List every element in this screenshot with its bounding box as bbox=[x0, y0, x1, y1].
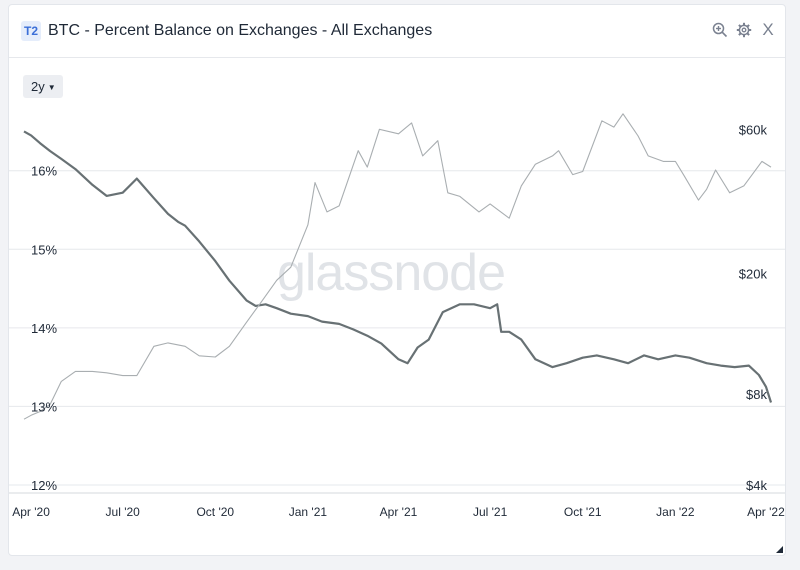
grid-lines bbox=[9, 170, 785, 494]
zoom-in-icon[interactable] bbox=[711, 21, 729, 39]
chart-plot: glassnode 16% 15% 14% 13% 12% $60k $20k $8k $4k A… bbox=[9, 113, 785, 519]
chart-card: T2 BTC - Percent Balance on Exchanges - … bbox=[8, 4, 786, 556]
x-tick-label: Jul '20 bbox=[106, 505, 141, 519]
caret-down-icon: ▼ bbox=[47, 83, 56, 92]
y-right-tick-label: $4k bbox=[746, 478, 767, 493]
tier-badge: T2 bbox=[21, 21, 41, 41]
y-left-tick-label: 15% bbox=[31, 242, 57, 257]
watermark: glassnode bbox=[277, 244, 505, 302]
x-tick-label: Jan '22 bbox=[656, 505, 695, 519]
close-icon[interactable]: X bbox=[762, 20, 774, 39]
y-left-tick-label: 13% bbox=[31, 399, 57, 414]
axis-tick-labels: 16% 15% 14% 13% 12% $60k $20k $8k $4k Apr '20 Jul … bbox=[12, 122, 785, 519]
x-tick-label: Jul '21 bbox=[473, 505, 508, 519]
y-left-tick-label: 12% bbox=[31, 478, 57, 493]
y-left-tick-label: 16% bbox=[31, 164, 57, 179]
series-line-exchange-balance bbox=[23, 130, 773, 403]
y-left-tick-label: 14% bbox=[31, 321, 57, 336]
series-lines bbox=[23, 113, 773, 420]
card-header: T2 BTC - Percent Balance on Exchanges - … bbox=[9, 5, 785, 58]
x-tick-label: Oct '20 bbox=[196, 505, 234, 519]
resize-handle[interactable] bbox=[776, 546, 783, 553]
x-tick-label: Jan '21 bbox=[289, 505, 328, 519]
y-right-tick-label: $8k bbox=[746, 387, 767, 402]
chart-title: BTC - Percent Balance on Exchanges - All… bbox=[48, 22, 433, 39]
range-selector-label: 2y bbox=[31, 79, 45, 94]
header-actions: X bbox=[711, 21, 777, 39]
range-selector-button[interactable]: 2y ▼ bbox=[23, 75, 63, 98]
x-tick-label: Apr '20 bbox=[12, 505, 50, 519]
gear-icon[interactable] bbox=[735, 21, 753, 39]
y-right-tick-label: $20k bbox=[739, 267, 768, 282]
y-right-tick-label: $60k bbox=[739, 122, 768, 137]
series-line-btc-price bbox=[23, 113, 772, 420]
x-tick-label: Apr '21 bbox=[380, 505, 418, 519]
x-tick-label: Apr '22 bbox=[747, 505, 785, 519]
x-tick-label: Oct '21 bbox=[564, 505, 602, 519]
